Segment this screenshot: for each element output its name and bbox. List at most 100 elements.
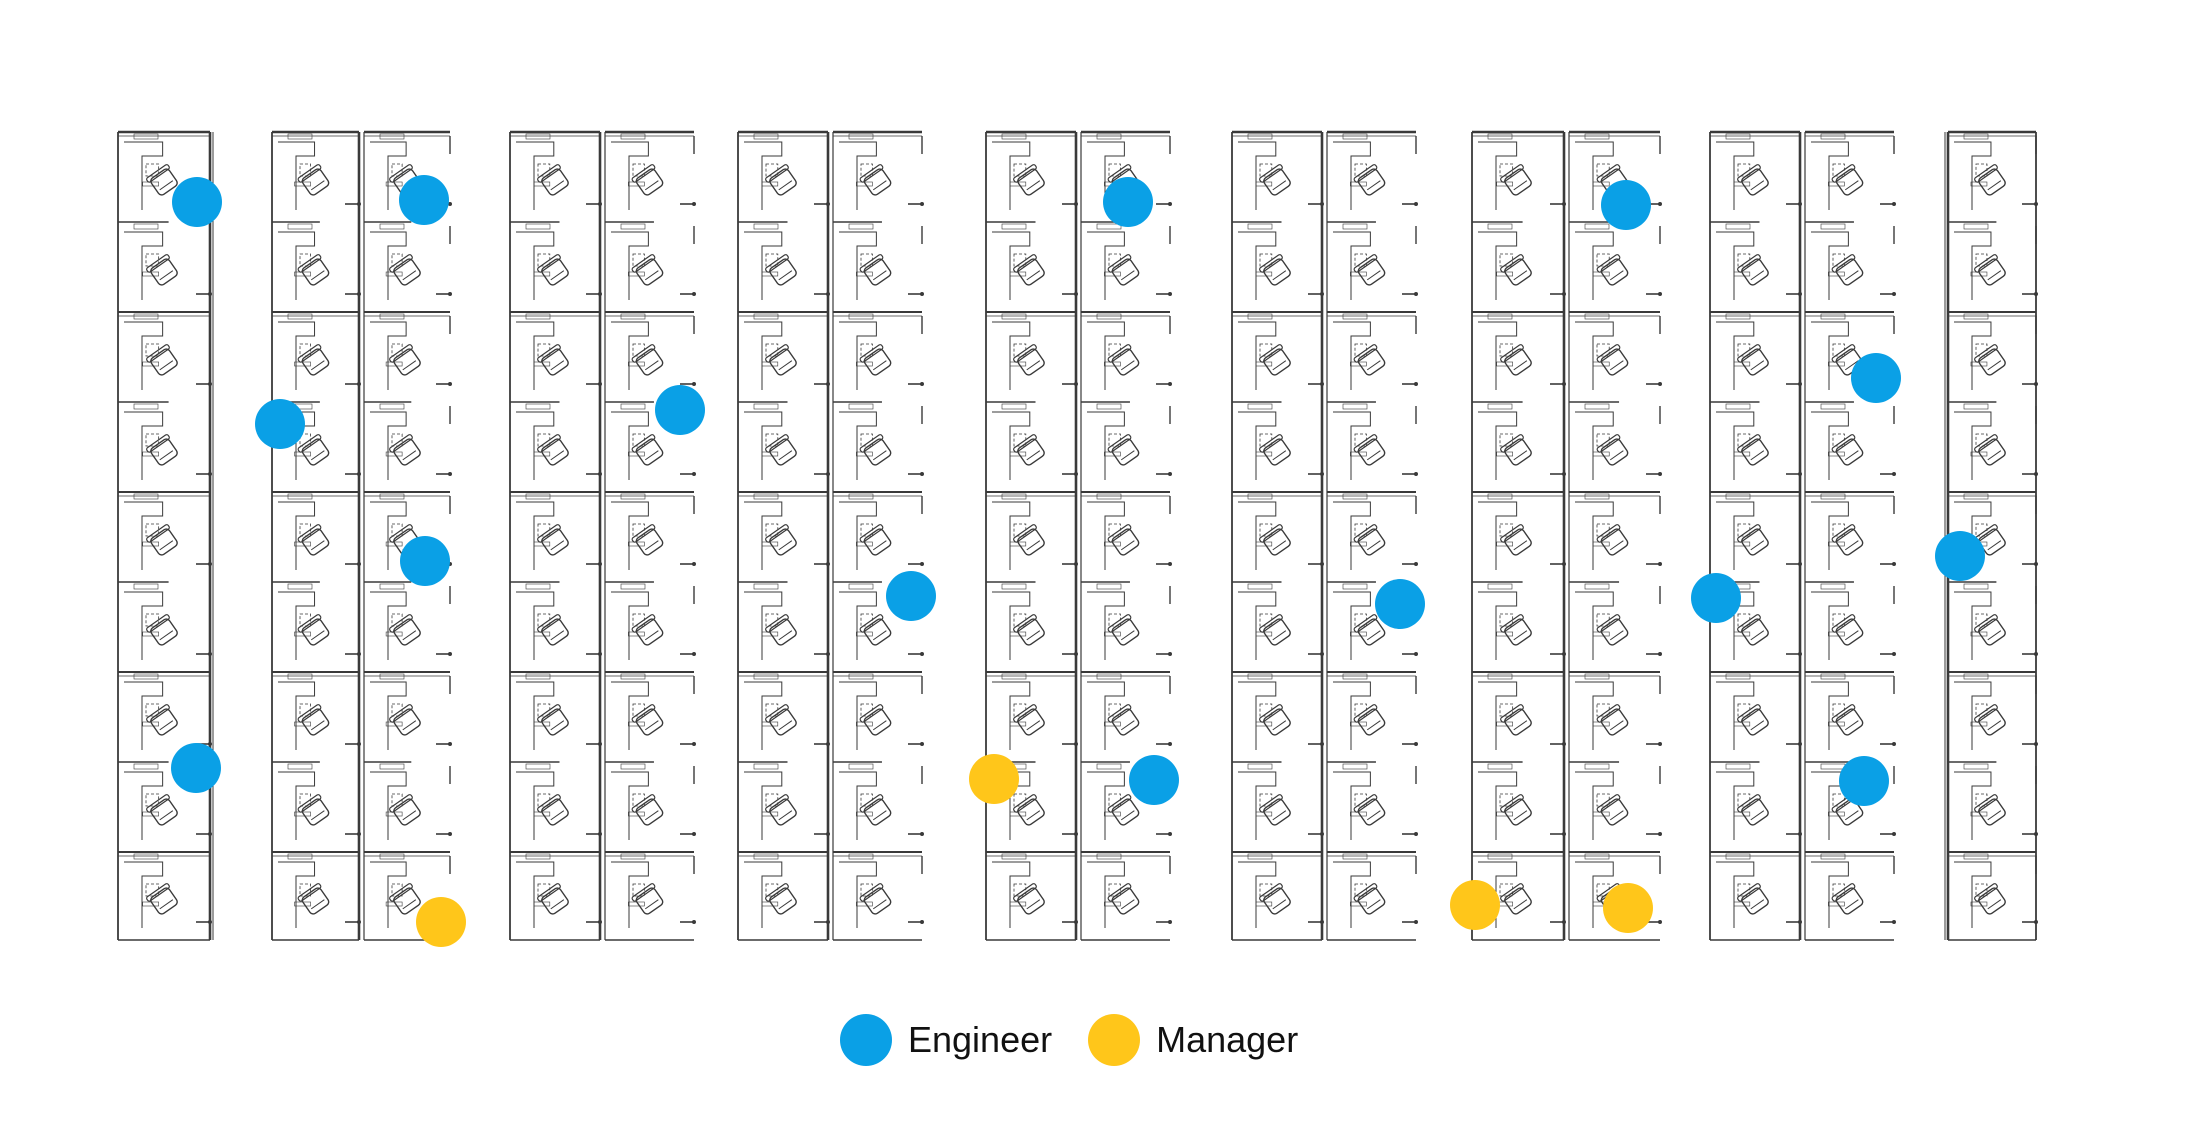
chair-icon: [389, 794, 421, 826]
cubicle-layout: [117, 130, 2038, 941]
chair-icon: [146, 883, 178, 915]
chair-icon: [146, 524, 178, 556]
engineer-marker: [171, 743, 221, 793]
chair-icon: [1596, 794, 1629, 826]
chair-icon: [859, 344, 892, 376]
engineer-marker: [255, 399, 305, 449]
chair-icon: [297, 614, 330, 646]
engineer-marker: [399, 175, 449, 225]
chair-icon: [1353, 883, 1386, 915]
chair-icon: [1259, 344, 1291, 376]
chair-icon: [297, 254, 330, 286]
chair-icon: [297, 164, 330, 196]
chair-icon: [146, 794, 178, 826]
chair-icon: [537, 164, 569, 196]
engineer-marker: [886, 571, 936, 621]
chair-icon: [389, 704, 421, 736]
chair-icon: [1500, 254, 1532, 286]
chair-icon: [1596, 254, 1629, 286]
chair-icon: [1500, 614, 1532, 646]
chair-icon: [297, 524, 330, 556]
engineer-marker: [1691, 573, 1741, 623]
manager-marker: [416, 897, 466, 947]
chair-icon: [389, 254, 421, 286]
chair-icon: [537, 524, 569, 556]
chair-icon: [1500, 524, 1532, 556]
chair-icon: [1500, 344, 1532, 376]
chair-icon: [1974, 344, 2006, 376]
chair-icon: [1107, 704, 1140, 736]
chair-icon: [1737, 344, 1769, 376]
chair-icon: [1353, 524, 1386, 556]
chair-icon: [1596, 614, 1629, 646]
chair-icon: [631, 254, 664, 286]
chair-icon: [765, 434, 797, 466]
chair-icon: [1737, 524, 1769, 556]
chair-icon: [1974, 704, 2006, 736]
chair-icon: [1596, 344, 1629, 376]
chair-icon: [631, 883, 664, 915]
chair-icon: [389, 344, 421, 376]
chair-icon: [1596, 524, 1629, 556]
legend: Engineer Manager: [840, 1010, 1298, 1070]
chair-icon: [631, 344, 664, 376]
chair-icon: [537, 794, 569, 826]
chair-icon: [1500, 704, 1532, 736]
chair-icon: [859, 164, 892, 196]
chair-icon: [1259, 254, 1291, 286]
chair-icon: [1259, 614, 1291, 646]
manager-marker: [969, 754, 1019, 804]
chair-icon: [1259, 883, 1291, 915]
chair-icon: [1013, 883, 1045, 915]
chair-icon: [537, 254, 569, 286]
chair-icon: [1737, 794, 1769, 826]
chair-icon: [1013, 704, 1045, 736]
chair-icon: [631, 704, 664, 736]
chair-icon: [765, 883, 797, 915]
chair-icon: [1013, 164, 1045, 196]
chair-icon: [1353, 344, 1386, 376]
chair-icon: [1353, 254, 1386, 286]
chair-icon: [1013, 254, 1045, 286]
chair-icon: [537, 704, 569, 736]
chair-icon: [146, 254, 178, 286]
chair-icon: [631, 434, 664, 466]
chair-icon: [389, 883, 421, 915]
chair-icon: [1107, 434, 1140, 466]
chair-icon: [1107, 524, 1140, 556]
engineer-marker: [1839, 756, 1889, 806]
chair-icon: [1353, 164, 1386, 196]
legend-label-engineer: Engineer: [908, 1019, 1053, 1060]
chair-icon: [765, 524, 797, 556]
engineer-marker: [1103, 177, 1153, 227]
chair-icon: [1831, 794, 1864, 826]
chair-icon: [1974, 434, 2006, 466]
chair-icon: [297, 434, 330, 466]
chair-icon: [1107, 794, 1140, 826]
chair-icon: [1831, 883, 1864, 915]
chair-icon: [765, 254, 797, 286]
chair-icon: [859, 254, 892, 286]
chair-icon: [1353, 704, 1386, 736]
chair-icon: [1353, 794, 1386, 826]
chair-icon: [537, 614, 569, 646]
chair-icon: [765, 614, 797, 646]
chair-icon: [1974, 254, 2006, 286]
chair-icon: [1831, 524, 1864, 556]
chair-icon: [1831, 614, 1864, 646]
chair-icon: [1013, 794, 1045, 826]
chair-icon: [1974, 883, 2006, 915]
chair-icon: [859, 704, 892, 736]
chair-icon: [765, 164, 797, 196]
chair-icon: [1013, 344, 1045, 376]
engineer-marker: [172, 177, 222, 227]
chair-icon: [1107, 614, 1140, 646]
chair-icon: [631, 794, 664, 826]
chair-icon: [631, 614, 664, 646]
chair-icon: [1107, 344, 1140, 376]
chair-icon: [859, 434, 892, 466]
manager-marker: [1603, 883, 1653, 933]
chair-icon: [859, 524, 892, 556]
chair-icon: [859, 614, 892, 646]
